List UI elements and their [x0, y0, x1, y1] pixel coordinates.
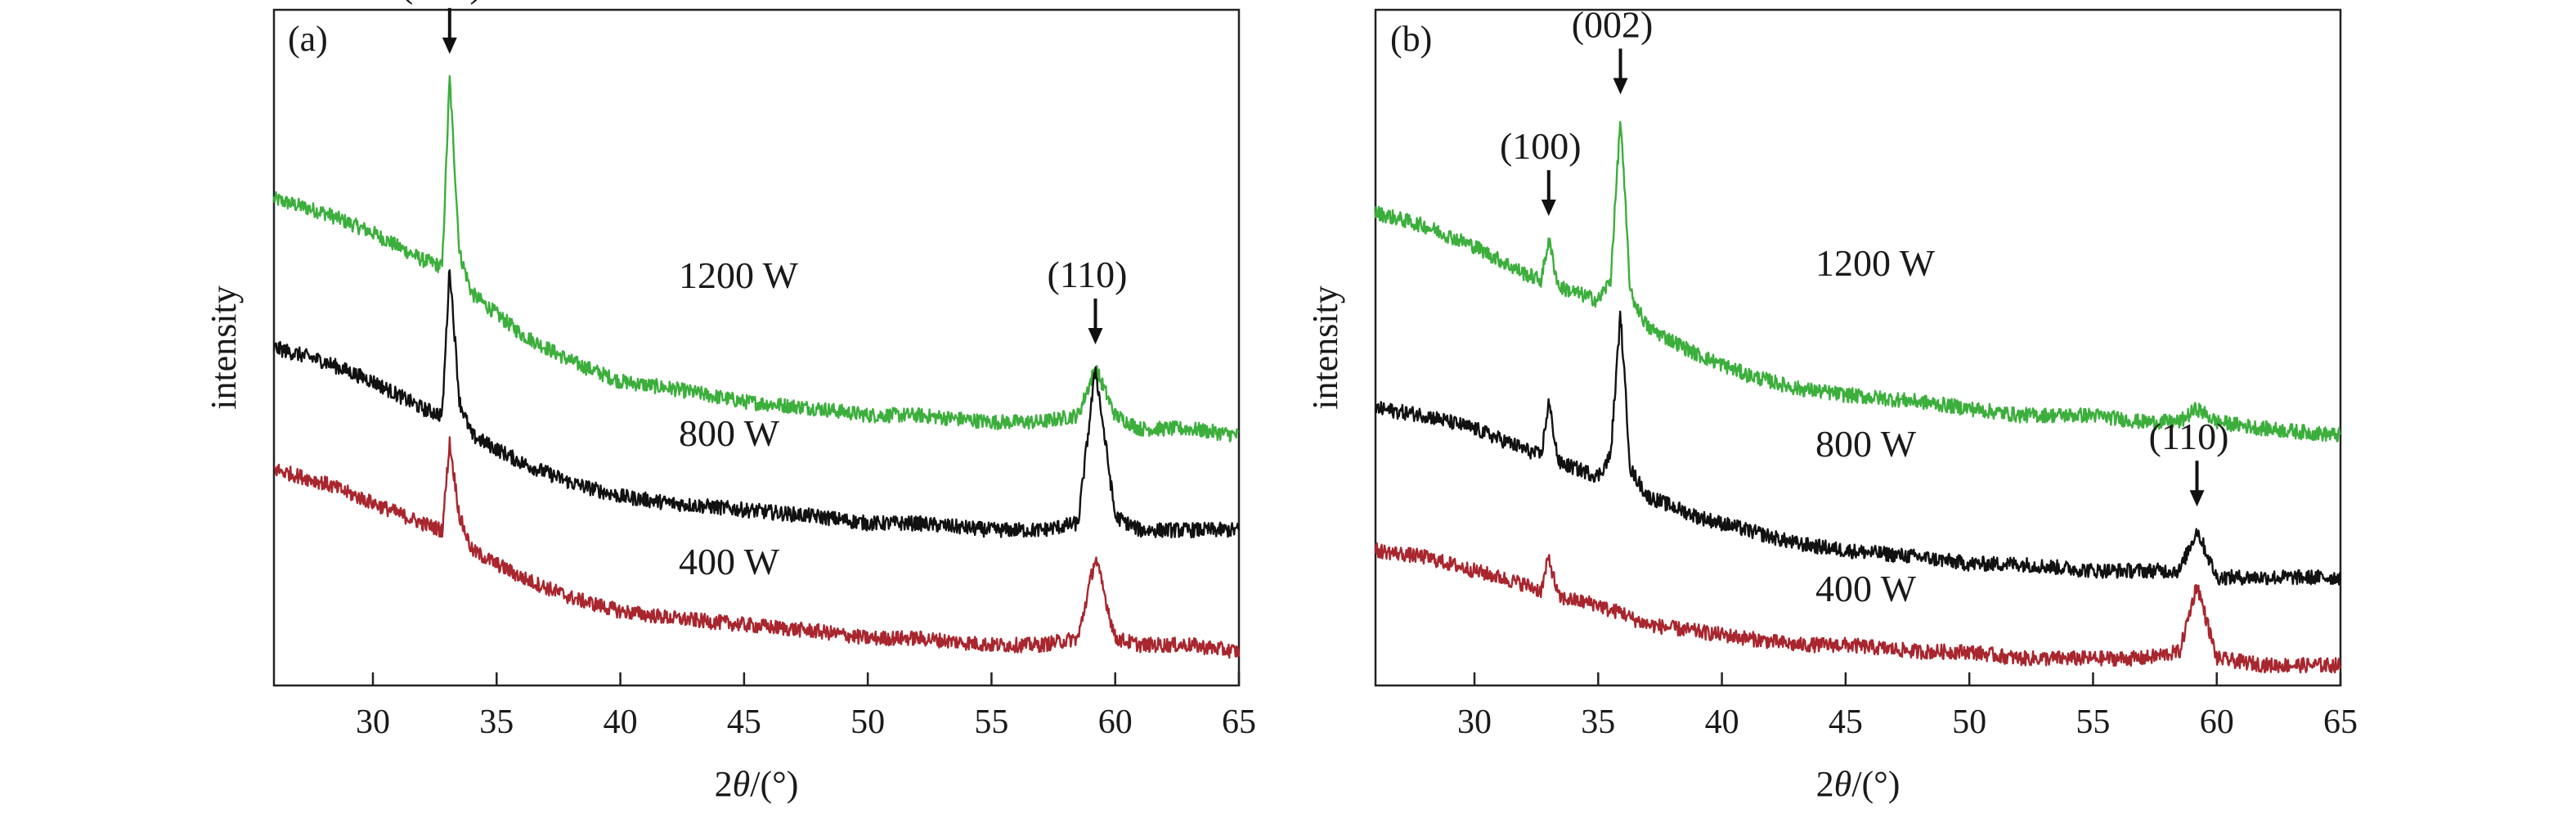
- plot-frame: [1374, 8, 2342, 687]
- series-label: 400 W: [679, 541, 780, 582]
- peak-label: (100): [401, 0, 482, 5]
- xrd-panel-a: 30 35 40 45 50 55 60 65 2θ/(°) intensity (a) 1200 W…: [204, 0, 1256, 804]
- x-tick-label: 35: [479, 703, 514, 741]
- x-axis-label: 2θ/(°): [1816, 764, 1901, 804]
- x-tick-label: 50: [1952, 703, 1986, 741]
- panel-label: (a): [288, 19, 328, 59]
- x-tick-label: 40: [1705, 703, 1739, 741]
- peak-label: (100): [1500, 125, 1582, 167]
- x-tick-label: 45: [727, 703, 761, 741]
- x-tick-label: 60: [1098, 703, 1133, 741]
- peak-arrowhead: [2189, 490, 2205, 507]
- peak-label: (002): [1572, 3, 1654, 45]
- series-label: 400 W: [1815, 568, 1917, 609]
- peak-label: (110): [2149, 416, 2229, 457]
- x-tick-label: 55: [974, 703, 1008, 741]
- peak-label: (110): [1048, 254, 1128, 295]
- series-line-400w: [273, 436, 1241, 659]
- y-axis-label: intensity: [1305, 285, 1345, 410]
- x-tick-label: 40: [604, 703, 638, 741]
- series-label: 1200 W: [679, 254, 799, 296]
- series-label: 1200 W: [1815, 242, 1936, 284]
- x-tick-label: 65: [1222, 703, 1256, 741]
- panel-label: (b): [1390, 19, 1432, 59]
- series-label: 800 W: [1815, 423, 1917, 465]
- series-line-800w: [1374, 310, 2342, 586]
- x-tick-label: 35: [1581, 703, 1615, 741]
- series-line-400w: [1374, 542, 2342, 674]
- x-tick-label: 60: [2200, 703, 2234, 741]
- x-tick-label: 30: [1457, 703, 1492, 741]
- series-line-800w: [272, 269, 1241, 539]
- plot-frame: [272, 8, 1241, 687]
- x-tick-label: 50: [850, 703, 885, 741]
- peak-arrowhead: [1541, 200, 1556, 217]
- peak-arrowhead: [442, 37, 457, 54]
- series-label: 800 W: [679, 412, 780, 454]
- x-tick-label: 45: [1829, 703, 1863, 741]
- y-axis-label: intensity: [204, 285, 244, 410]
- x-tick-label: 30: [356, 703, 390, 741]
- peak-arrowhead: [1613, 78, 1628, 95]
- x-tick-label: 65: [2323, 703, 2358, 741]
- series-line-1200w: [1374, 120, 2342, 443]
- x-axis-label: 2θ/(°): [715, 764, 799, 804]
- x-tick-label: 55: [2076, 703, 2110, 741]
- peak-arrowhead: [1088, 328, 1103, 344]
- xrd-panel-b: 30 35 40 45 50 55 60 65 2θ/(°) intensity (b) 1200 W…: [1305, 3, 2358, 804]
- series-line-1200w: [272, 74, 1240, 443]
